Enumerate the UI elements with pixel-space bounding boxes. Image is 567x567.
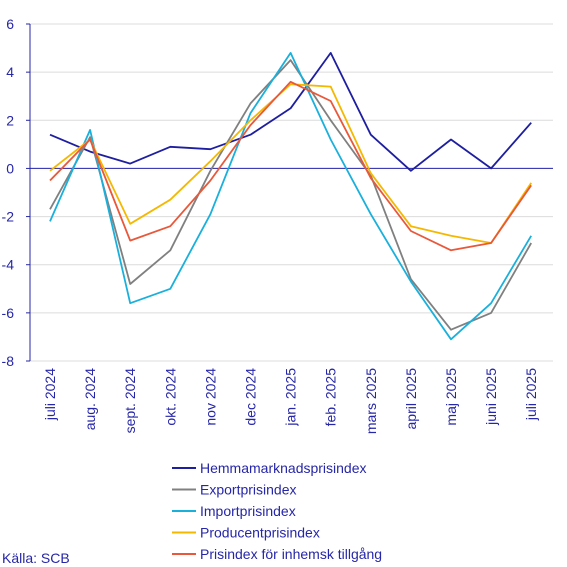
y-tick-label-3: 0 — [6, 160, 14, 176]
x-tick-label-10: maj 2025 — [443, 368, 459, 426]
legend-label-2: Importprisindex — [200, 503, 296, 519]
series-line-2 — [49, 52, 532, 341]
x-tick-label-6: jan. 2025 — [283, 368, 299, 427]
x-tick-label-9: april 2025 — [403, 368, 419, 430]
legend: Hemmamarknadsprisindex Exportprisindex Imp… — [172, 460, 382, 562]
x-axis-ticks: juli 2024 aug. 2024 sept. 2024 okt. 2024 nov… — [42, 368, 539, 434]
legend-label-1: Exportprisindex — [200, 482, 297, 498]
source-note: Källa: SCB — [2, 550, 70, 566]
y-tick-label-6: -6 — [2, 305, 15, 321]
x-tick-label-11: juni 2025 — [483, 368, 499, 426]
legend-label-3: Producentprisindex — [200, 525, 320, 541]
legend-label-4: Prisindex för inhemsk tillgång — [200, 546, 382, 562]
series-line-3 — [49, 83, 532, 244]
y-tick-label-2: 2 — [6, 112, 14, 128]
series-line-0 — [49, 52, 532, 172]
x-tick-label-3: okt. 2024 — [162, 368, 178, 426]
x-tick-label-1: aug. 2024 — [82, 368, 98, 430]
y-tick-label-5: -4 — [2, 257, 15, 273]
y-tick-label-0: 6 — [6, 16, 14, 32]
y-axis-ticks: 6 4 2 0 -2 -4 -6 -8 — [2, 16, 15, 369]
y-tick-label-4: -2 — [2, 209, 15, 225]
x-tick-label-2: sept. 2024 — [122, 368, 138, 434]
grid-lines — [30, 23, 553, 362]
x-tick-label-7: feb. 2025 — [323, 368, 339, 427]
series-line-4 — [49, 80, 532, 252]
x-tick-label-4: nov 2024 — [202, 368, 218, 426]
axes — [26, 23, 553, 362]
x-tick-label-12: juli 2025 — [523, 368, 539, 421]
x-tick-label-5: dec 2024 — [243, 368, 259, 426]
x-tick-label-0: juli 2024 — [42, 368, 58, 421]
series-lines — [49, 52, 532, 341]
y-tick-label-1: 4 — [6, 64, 14, 80]
y-tick-label-7: -8 — [2, 353, 15, 369]
legend-label-0: Hemmamarknadsprisindex — [200, 460, 367, 476]
x-tick-label-8: mars 2025 — [363, 368, 379, 434]
series-line-1 — [49, 59, 532, 331]
